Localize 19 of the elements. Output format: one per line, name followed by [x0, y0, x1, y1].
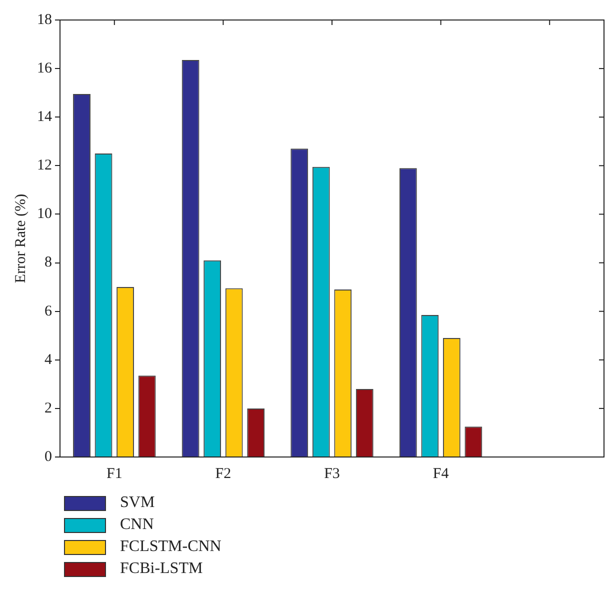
x-tick-label: F4 — [432, 466, 450, 482]
y-tick-label: 4 — [44, 352, 52, 368]
x-tick-label: F1 — [106, 466, 122, 482]
y-tick-label: 18 — [37, 12, 52, 28]
legend-label: FCBi-LSTM — [120, 560, 203, 578]
y-tick-label: 0 — [44, 448, 52, 465]
y-axis-title: Error Rate (%) — [12, 194, 29, 284]
y-tick-label: 16 — [37, 60, 52, 76]
y-tick-label: 2 — [44, 400, 52, 416]
y-tick-label: 12 — [37, 158, 52, 174]
x-tick-label: F3 — [324, 466, 340, 482]
x-tick-label: F2 — [215, 466, 232, 482]
y-tick-label: 8 — [44, 254, 52, 271]
legend-label: FCLSTM-CNN — [120, 538, 222, 556]
y-tick-label: 14 — [37, 109, 52, 126]
legend-label: SVM — [120, 494, 155, 512]
y-tick-label: 10 — [37, 206, 52, 222]
y-tick-label: 6 — [44, 303, 52, 320]
legend-label: CNN — [120, 516, 154, 534]
